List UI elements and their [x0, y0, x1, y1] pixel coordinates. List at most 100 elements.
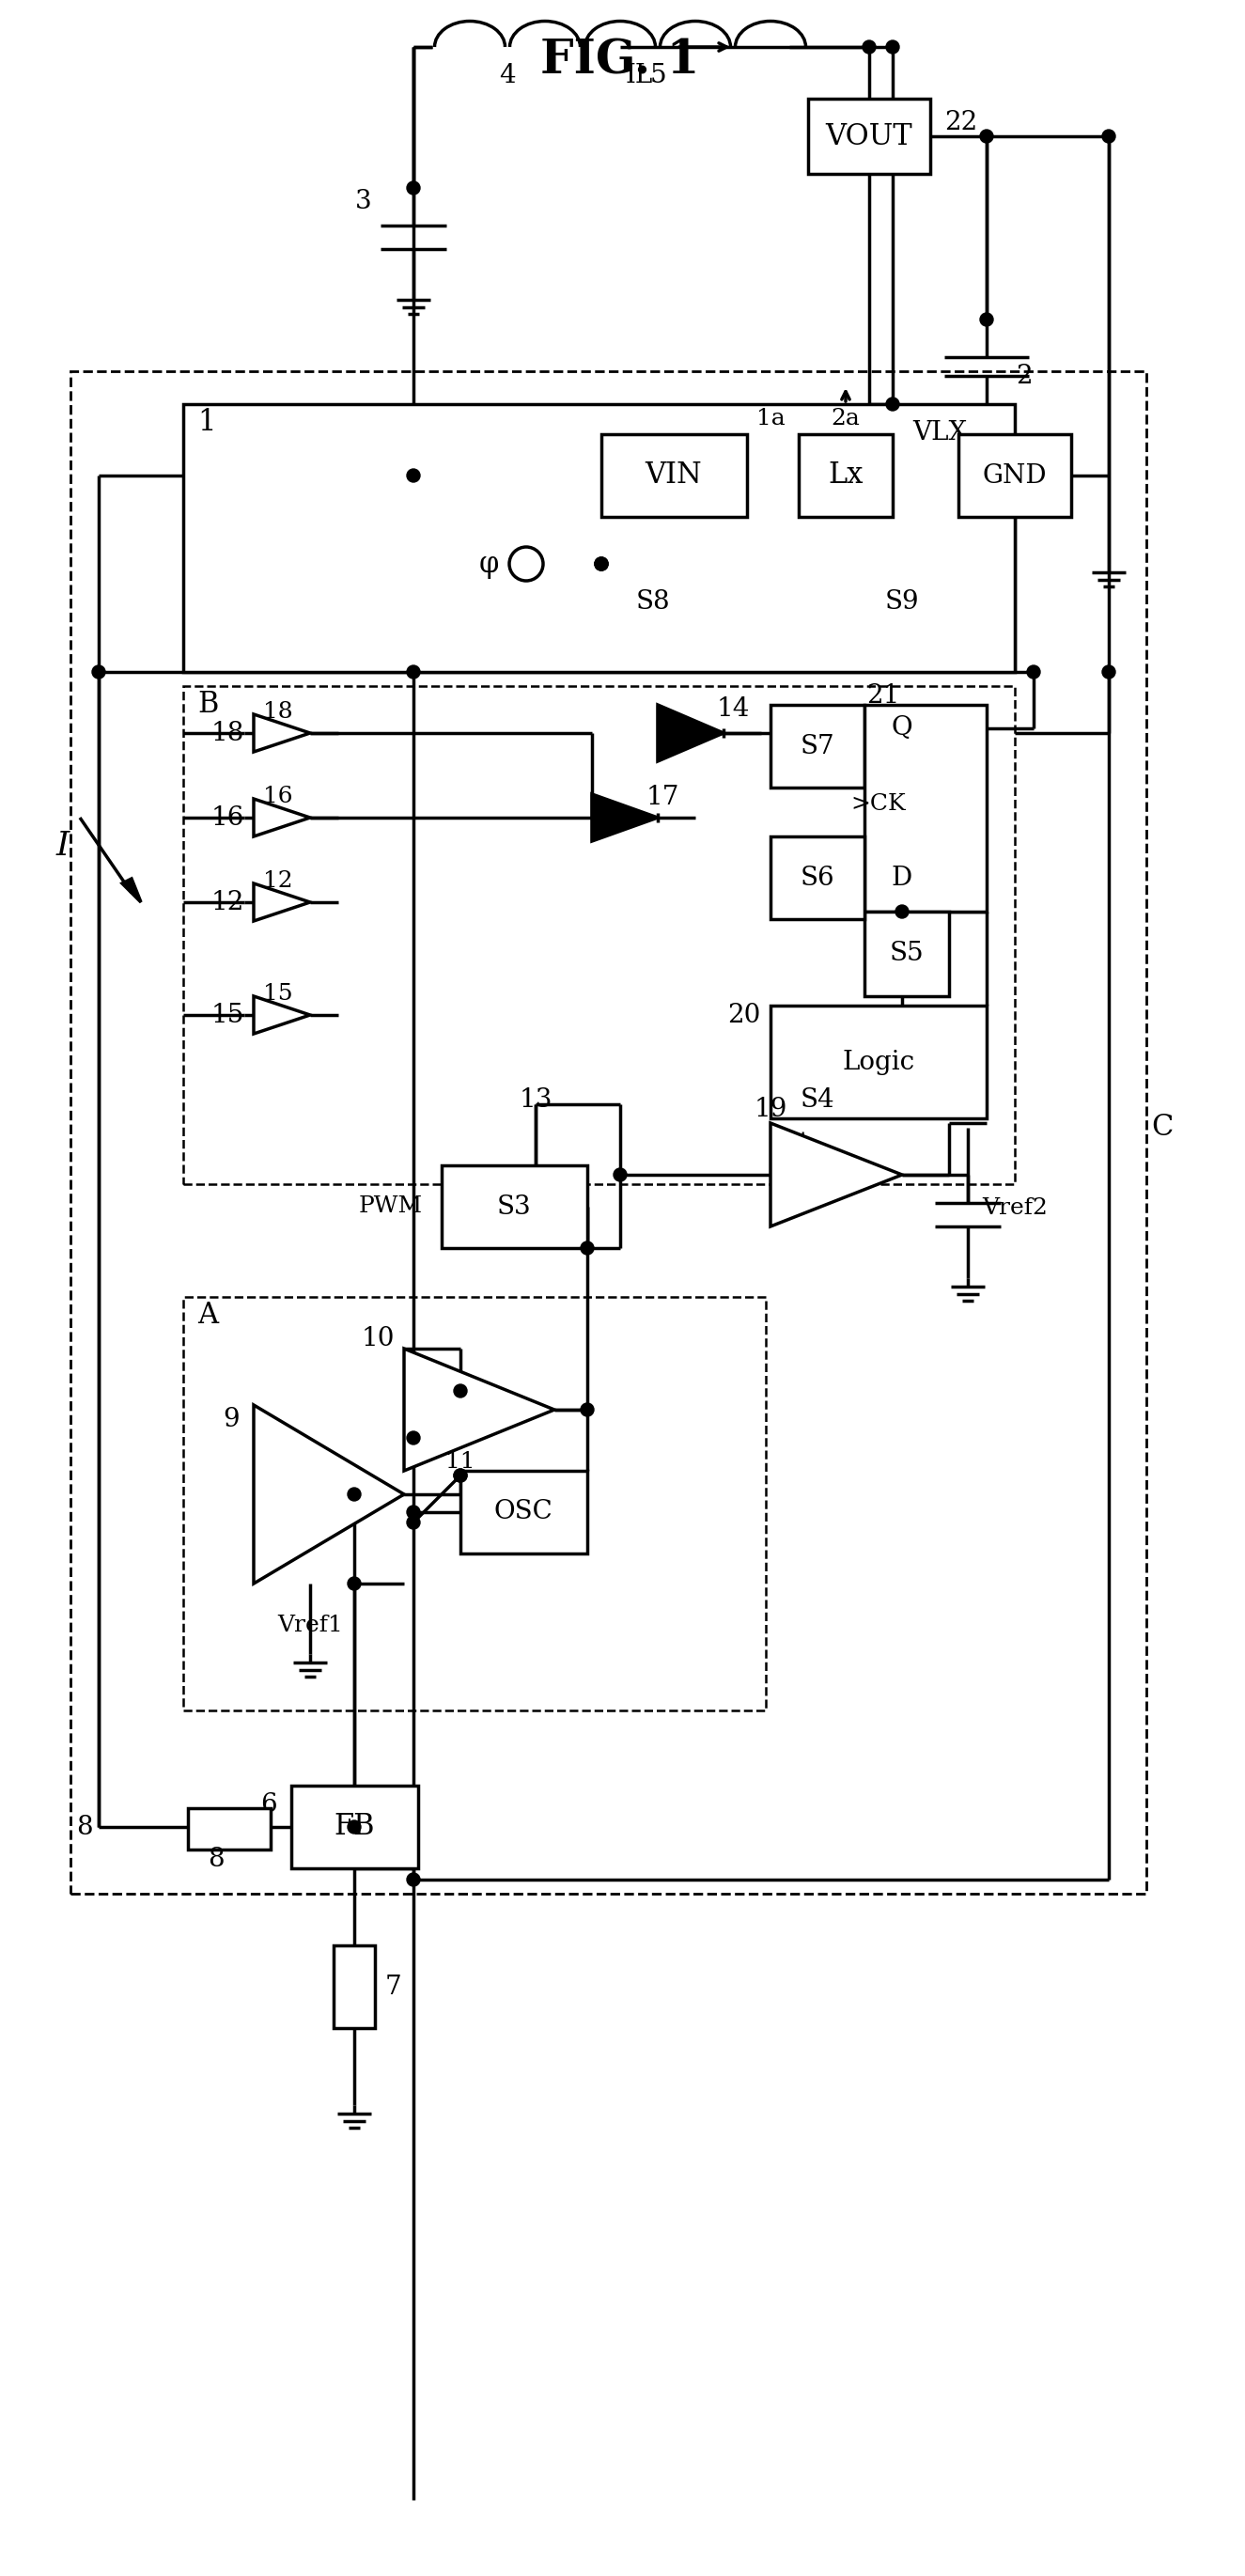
Text: S8: S8	[636, 590, 670, 613]
Text: 18: 18	[212, 721, 245, 744]
Text: 16: 16	[263, 786, 293, 809]
Text: VLX: VLX	[913, 420, 967, 446]
Polygon shape	[254, 714, 310, 752]
Text: 6: 6	[260, 1793, 278, 1816]
Text: Logic: Logic	[843, 1048, 915, 1074]
Text: S3: S3	[497, 1195, 532, 1218]
Circle shape	[595, 556, 608, 569]
Text: S4: S4	[801, 1087, 834, 1113]
Text: +: +	[792, 1128, 814, 1154]
Text: S9: S9	[885, 590, 919, 613]
Circle shape	[407, 1504, 420, 1520]
Circle shape	[407, 665, 420, 677]
Bar	[183, 404, 1015, 672]
Polygon shape	[657, 706, 723, 762]
Text: >CK: >CK	[850, 793, 906, 814]
Text: -: -	[286, 1535, 296, 1566]
Circle shape	[595, 556, 608, 569]
Bar	[442, 1164, 588, 1247]
Text: 2: 2	[1016, 363, 1032, 389]
Text: 22: 22	[944, 111, 977, 134]
Text: S6: S6	[801, 866, 834, 891]
Circle shape	[1102, 129, 1116, 142]
Polygon shape	[254, 997, 310, 1033]
Bar	[864, 706, 986, 912]
Circle shape	[886, 41, 899, 54]
Polygon shape	[254, 884, 310, 922]
Text: -: -	[432, 1435, 442, 1461]
Circle shape	[454, 1468, 467, 1481]
Text: 8: 8	[208, 1847, 224, 1873]
Bar	[771, 706, 864, 788]
Circle shape	[614, 1167, 626, 1182]
Circle shape	[407, 1873, 420, 1886]
Text: VOUT: VOUT	[825, 121, 913, 152]
Text: 15: 15	[263, 984, 293, 1005]
Bar	[771, 1005, 986, 1118]
Text: 15: 15	[212, 1002, 245, 1028]
Polygon shape	[771, 1123, 903, 1226]
Text: S1: S1	[474, 1388, 505, 1412]
Bar	[808, 98, 930, 173]
Circle shape	[895, 904, 909, 917]
Text: S5: S5	[889, 940, 924, 966]
Text: 3: 3	[355, 191, 371, 214]
Text: C: C	[1152, 1113, 1173, 1141]
Polygon shape	[591, 793, 657, 842]
Circle shape	[454, 1468, 467, 1481]
Circle shape	[407, 1432, 420, 1445]
Circle shape	[980, 129, 994, 142]
Text: 4: 4	[499, 62, 515, 88]
Text: S2: S2	[474, 1473, 505, 1497]
Bar	[183, 1296, 766, 1710]
Bar	[771, 837, 864, 920]
Circle shape	[347, 1577, 361, 1589]
Text: VIN: VIN	[645, 461, 702, 489]
Text: 20: 20	[728, 1002, 761, 1028]
Text: 2a: 2a	[832, 407, 860, 430]
Bar	[799, 435, 893, 518]
Text: Vref2: Vref2	[982, 1198, 1047, 1218]
Text: 12: 12	[263, 871, 293, 891]
Text: 11: 11	[446, 1450, 476, 1473]
Text: D: D	[891, 866, 913, 891]
Text: GND: GND	[982, 464, 1047, 489]
Text: Q: Q	[891, 716, 913, 742]
Text: +: +	[279, 1425, 304, 1453]
Text: 1: 1	[197, 410, 215, 438]
Text: 19: 19	[754, 1097, 787, 1121]
Circle shape	[407, 469, 420, 482]
Text: 21: 21	[867, 683, 900, 708]
Text: +: +	[426, 1360, 448, 1386]
Text: FIG. 1: FIG. 1	[540, 39, 700, 85]
Bar	[183, 685, 1015, 1185]
Bar	[959, 435, 1071, 518]
Text: PWM: PWM	[359, 1195, 423, 1218]
Circle shape	[1027, 665, 1040, 677]
Text: 5: 5	[650, 62, 666, 88]
Text: 10: 10	[361, 1327, 395, 1352]
Text: B: B	[197, 690, 218, 719]
Text: A: A	[197, 1301, 218, 1329]
Circle shape	[407, 180, 420, 196]
Text: I: I	[56, 829, 70, 863]
Text: IL: IL	[625, 62, 652, 88]
Text: -: -	[799, 1195, 808, 1221]
Circle shape	[407, 1515, 420, 1530]
Text: 18: 18	[263, 701, 293, 724]
Circle shape	[980, 312, 994, 327]
Text: 17: 17	[646, 783, 679, 809]
Polygon shape	[405, 1350, 554, 1471]
Circle shape	[580, 1404, 594, 1417]
Bar	[291, 1785, 418, 1868]
Circle shape	[863, 41, 875, 54]
Bar	[71, 371, 1147, 1893]
Text: 7: 7	[385, 1973, 402, 1999]
Text: OSC: OSC	[494, 1499, 553, 1525]
Circle shape	[580, 1242, 594, 1255]
Text: Lx: Lx	[828, 461, 863, 489]
Text: Vref1: Vref1	[278, 1615, 342, 1636]
Text: 8: 8	[76, 1814, 93, 1839]
Bar	[864, 912, 949, 997]
Circle shape	[347, 1821, 361, 1834]
